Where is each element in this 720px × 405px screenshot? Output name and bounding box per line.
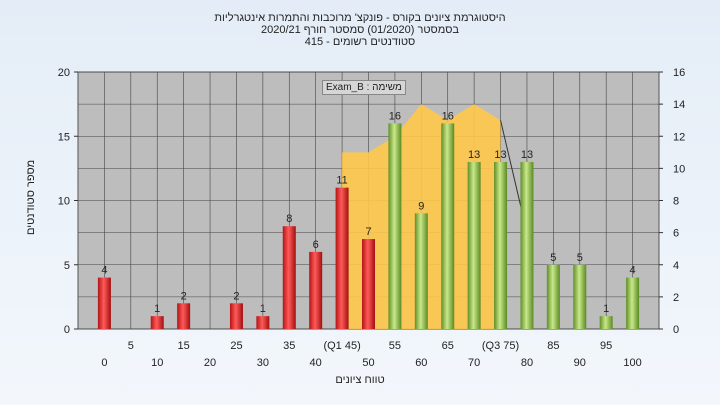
bar-value-label: 1 xyxy=(260,303,266,315)
bar-0 xyxy=(97,277,111,329)
bar-value-label: 9 xyxy=(418,200,424,212)
bar-50 xyxy=(362,239,375,329)
bar-value-label: 7 xyxy=(365,226,371,238)
bar-85 xyxy=(546,264,560,329)
bar-100 xyxy=(626,277,640,329)
y-tick-label: 0 xyxy=(64,324,70,336)
y-tick-label: 5 xyxy=(64,260,70,272)
bar-value-label: 4 xyxy=(101,265,107,277)
x-tick-label: 95 xyxy=(600,340,612,352)
y2-tick-label: 10 xyxy=(673,163,685,175)
bar-value-label: 11 xyxy=(336,175,347,187)
x-tick-label: 80 xyxy=(521,357,533,369)
x-tick-label: 0 xyxy=(101,357,107,369)
bar-25 xyxy=(229,303,243,329)
bar-65 xyxy=(441,123,455,330)
x-tick-label: 25 xyxy=(230,340,242,352)
y-tick-label: 10 xyxy=(58,196,70,208)
bar-45 xyxy=(335,187,349,329)
bar-value-label: 16 xyxy=(442,110,454,122)
y2-tick-label: 12 xyxy=(673,131,685,143)
bar-10 xyxy=(150,316,164,329)
x-tick-label: (Q3 75) xyxy=(482,340,519,352)
y-axis-label: מספר סטודנטים xyxy=(25,159,37,235)
x-tick-label: 100 xyxy=(623,357,641,369)
bar-70 xyxy=(467,161,481,329)
x-tick-label: 55 xyxy=(389,340,401,352)
bar-value-label: 13 xyxy=(494,149,506,161)
y-tick-label: 20 xyxy=(58,67,70,79)
x-tick-label: 20 xyxy=(204,357,216,369)
bar-40 xyxy=(309,251,323,329)
bar-value-label: 8 xyxy=(286,213,292,225)
x-tick-label: 35 xyxy=(283,340,295,352)
x-tick-label: 60 xyxy=(415,357,427,369)
x-tick-label: (Q1 45) xyxy=(323,340,360,352)
bar-value-label: 16 xyxy=(389,110,401,122)
x-tick-label: 30 xyxy=(257,357,269,369)
y-tick-label: 15 xyxy=(58,131,70,143)
bar-95 xyxy=(599,316,613,329)
bar-30 xyxy=(256,316,270,329)
bar-value-label: 1 xyxy=(603,303,609,315)
bar-90 xyxy=(573,264,587,329)
y2-tick-label: 16 xyxy=(673,67,685,79)
x-tick-label: 85 xyxy=(547,340,559,352)
y2-tick-label: 8 xyxy=(673,196,679,208)
x-tick-label: 65 xyxy=(442,340,454,352)
assignment-label: משימה : Exam_B xyxy=(322,80,406,95)
bar-value-label: 5 xyxy=(577,252,583,264)
y2-tick-label: 4 xyxy=(673,260,679,272)
bar-value-label: 1 xyxy=(154,303,160,315)
x-tick-label: 15 xyxy=(178,340,190,352)
x-tick-label: 90 xyxy=(574,357,586,369)
y2-tick-label: 14 xyxy=(673,99,685,111)
bar-55 xyxy=(388,123,402,330)
chart-title: היסטוגרמת ציונים בקורס - פונקצ' מרוכבות … xyxy=(214,12,506,24)
x-tick-label: 10 xyxy=(151,357,163,369)
chart-subtitle-registered: סטודנטים רשומים - 415 xyxy=(304,36,416,48)
bar-15 xyxy=(177,303,191,329)
x-axis-label: טווח ציונים xyxy=(335,374,385,386)
bar-value-label: 5 xyxy=(550,252,556,264)
bar-value-label: 13 xyxy=(468,149,480,161)
y2-tick-label: 0 xyxy=(673,324,679,336)
bar-value-label: 4 xyxy=(630,265,636,277)
y2-tick-label: 2 xyxy=(673,292,679,304)
bar-80 xyxy=(520,161,534,329)
y2-tick-label: 6 xyxy=(673,228,679,240)
bar-value-label: 13 xyxy=(521,149,533,161)
x-tick-label: 70 xyxy=(468,357,480,369)
x-tick-label: 40 xyxy=(310,357,322,369)
bar-35 xyxy=(282,226,296,329)
bar-60 xyxy=(414,213,428,329)
bar-value-label: 2 xyxy=(181,290,187,302)
x-tick-label: 50 xyxy=(362,357,374,369)
x-tick-label: 5 xyxy=(128,340,134,352)
bar-value-label: 6 xyxy=(313,239,319,251)
bar-value-label: 2 xyxy=(233,290,239,302)
chart-subtitle-semester: בסמסטר (01/2020) סמסטר חורף 2020/21 xyxy=(260,24,460,36)
bar-75 xyxy=(494,161,508,329)
